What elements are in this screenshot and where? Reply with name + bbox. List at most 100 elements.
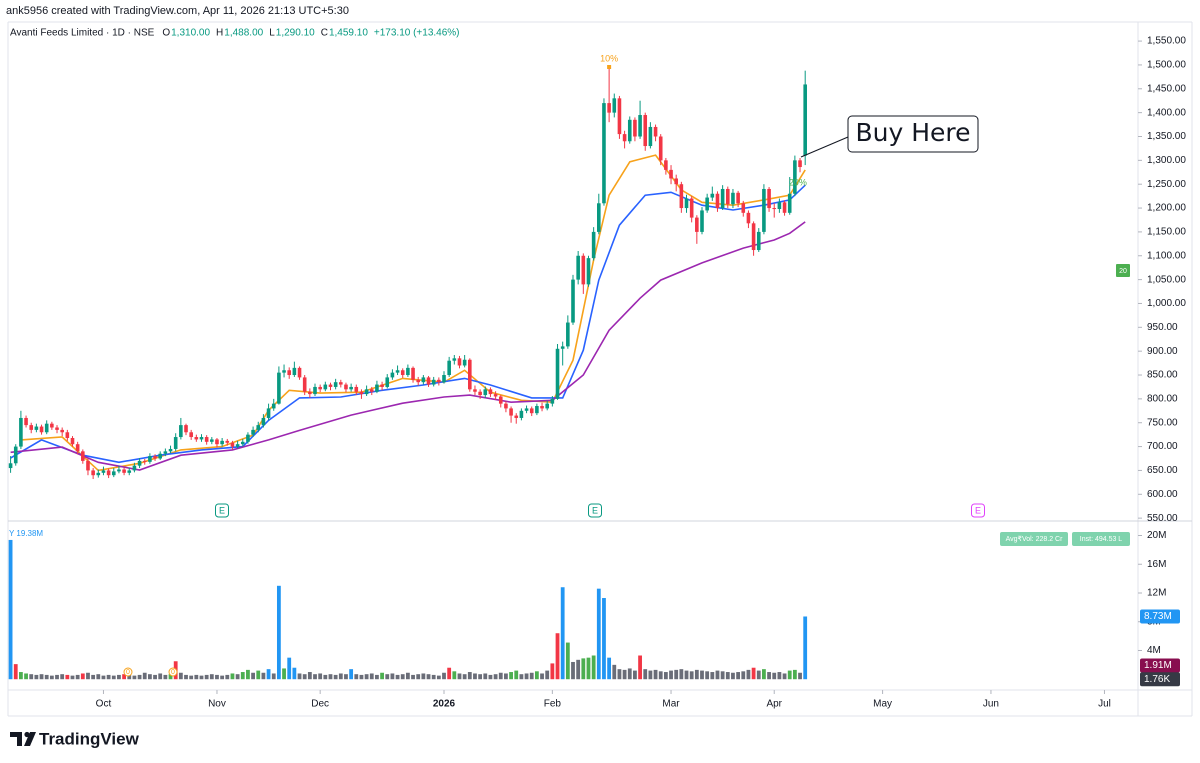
callout-text: Buy Here <box>855 118 970 147</box>
candle-body <box>287 370 292 376</box>
volume-bar <box>462 674 467 680</box>
recent-label: 20% <box>789 177 807 187</box>
volume-bar <box>364 674 369 680</box>
candle-body <box>328 384 333 387</box>
legend: Avanti Feeds Limited · 1D · NSE O 1,310.00… <box>10 28 460 39</box>
x-tick-label: Oct <box>96 699 112 710</box>
dividend-marker <box>123 667 133 677</box>
ohlc-label: C <box>321 28 328 39</box>
y-tick-label: 900.00 <box>1147 346 1178 357</box>
volume-bar <box>230 673 235 680</box>
volume-bar <box>117 674 121 680</box>
ohlc-value: 1,459.10 <box>329 28 368 39</box>
volume-bar <box>137 674 142 680</box>
ohlc-value: 1,488.00 <box>224 28 263 39</box>
candle-body <box>421 377 426 383</box>
volume-bar <box>385 674 390 680</box>
candle-body <box>473 389 477 392</box>
earnings-marker <box>215 503 229 518</box>
y-tick-label: 800.00 <box>1147 394 1178 405</box>
volume-badge-label: Avg₹Vol: 228.2 Cr <box>1006 535 1064 543</box>
candle-body <box>19 417 23 447</box>
candle-body <box>60 429 64 433</box>
volume-bar <box>101 675 106 680</box>
candle-body <box>715 193 720 209</box>
volume-bar <box>86 672 90 680</box>
candle-body <box>483 389 488 396</box>
volume-bar <box>251 672 255 680</box>
candle-body <box>581 255 586 285</box>
candle-body <box>375 384 379 392</box>
volume-bar <box>60 674 65 680</box>
candle-body <box>741 203 746 213</box>
volume-bar <box>596 588 601 680</box>
candle-body <box>137 460 142 466</box>
y-tick-label: 650.00 <box>1147 465 1178 476</box>
volume-bar <box>787 670 792 680</box>
volume-bar <box>333 674 338 680</box>
candle-body <box>70 437 75 445</box>
volume-bar <box>8 539 13 680</box>
candle-body <box>426 377 431 385</box>
volume-tag <box>1140 609 1180 624</box>
y-tick-label: 550.00 <box>1147 513 1178 524</box>
candle-body <box>359 391 364 395</box>
volume-bar <box>560 587 565 680</box>
volume-bar <box>669 670 673 680</box>
volume-bar <box>617 669 622 680</box>
candle-body <box>65 432 70 438</box>
ohlc-value: 1,290.10 <box>276 28 315 39</box>
volume-bar <box>488 674 493 680</box>
candle-body <box>86 460 90 471</box>
candle-body <box>782 202 787 213</box>
volume-bar <box>235 674 240 680</box>
volume-bar <box>447 667 452 680</box>
candle-body <box>313 386 317 395</box>
candle-body <box>452 358 457 361</box>
candle-body <box>75 444 80 452</box>
volume-bar <box>736 672 741 680</box>
logo-mark <box>10 732 22 746</box>
volume-bar <box>493 674 498 680</box>
earnings-marker <box>588 503 602 518</box>
volume-bar <box>344 674 348 680</box>
candle-body <box>354 386 359 392</box>
volume-bar <box>612 664 617 680</box>
candle-body <box>101 470 106 473</box>
plot: 550.00 600.00 650.00 700.00 750.00 800.00 850.… <box>8 36 1186 710</box>
volume-bar <box>49 675 54 680</box>
volume-bar <box>731 672 735 680</box>
volume-bar <box>39 674 44 680</box>
candle-body <box>333 382 338 387</box>
volume-tag-label: 1.91M <box>1144 660 1172 671</box>
peak-marker <box>607 65 612 69</box>
candle-body <box>705 197 709 211</box>
candle-body <box>13 446 18 464</box>
volume-bar <box>189 675 194 680</box>
y-tick-label: 1,000.00 <box>1147 298 1186 309</box>
candle-body <box>390 372 395 378</box>
volume-bar <box>313 674 317 680</box>
volume-bar <box>756 670 761 680</box>
volume-badge <box>1072 532 1130 546</box>
candle-body <box>91 470 95 476</box>
candle-body <box>746 212 751 224</box>
volume-bar <box>741 671 746 680</box>
candle-body <box>596 203 601 232</box>
volume-bar <box>627 668 632 680</box>
volume-bar <box>127 674 132 680</box>
volume-bar <box>349 669 354 680</box>
candle-body <box>566 322 570 347</box>
candle-body <box>627 119 632 142</box>
dividend-marker-label: 0 <box>126 669 130 676</box>
candle-body <box>653 126 658 137</box>
candle-body <box>535 406 539 414</box>
volume-bar <box>323 674 328 680</box>
candle-body <box>385 377 390 387</box>
candle-body <box>122 469 126 473</box>
candle-body <box>684 198 689 209</box>
candle-body <box>292 367 297 376</box>
candle-body <box>34 426 39 430</box>
volume-tag <box>1140 658 1180 673</box>
